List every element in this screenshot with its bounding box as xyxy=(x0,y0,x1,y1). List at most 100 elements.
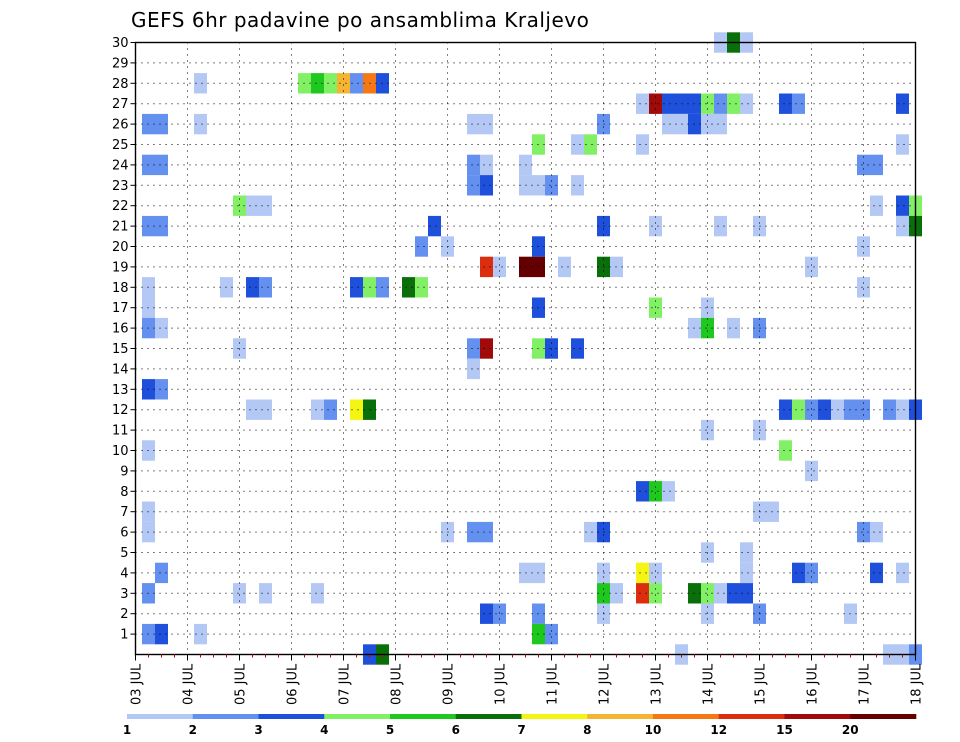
colorbar-swatch xyxy=(127,714,194,719)
x-tick-label: 13 JUL xyxy=(650,663,665,705)
colorbar-label: 6 xyxy=(452,723,460,737)
heatmap-cell xyxy=(636,583,649,604)
heatmap-cell xyxy=(727,317,740,339)
x-axis: 03 JUL 04 JUL 05 JUL 06 JUL 07 JUL 08 JUL 09 J… xyxy=(130,654,925,705)
heatmap-cell xyxy=(792,93,805,114)
heatmap-cell xyxy=(870,154,883,176)
heatmap-cell xyxy=(571,175,584,196)
x-tick-label: 10 JUL xyxy=(494,663,509,705)
x-tick-label: 11 JUL xyxy=(546,663,561,705)
heatmap-cell xyxy=(636,134,649,155)
heatmap-cell xyxy=(805,460,818,482)
heatmap-cell xyxy=(896,399,909,420)
heatmap-cell xyxy=(636,481,649,502)
heatmap-cell xyxy=(714,93,727,114)
heatmap-cell xyxy=(636,93,649,114)
heatmap-cell xyxy=(350,399,363,420)
y-axis: 1234567891011121314151617181920212223242… xyxy=(112,36,136,643)
heatmap-cell xyxy=(584,134,597,155)
y-tick-label: 15 xyxy=(112,342,129,357)
colorbar-label: 1 xyxy=(123,723,131,737)
colorbar-swatch xyxy=(850,714,917,719)
heatmap-cell xyxy=(155,379,168,400)
heatmap-cell xyxy=(870,521,883,543)
heatmap-cell xyxy=(493,256,506,278)
heatmap-cell xyxy=(714,113,727,135)
heatmap-cell xyxy=(649,297,662,318)
y-tick-label: 11 xyxy=(112,424,129,439)
y-tick-label: 8 xyxy=(120,485,128,500)
colorbar-label: 12 xyxy=(710,723,727,737)
colorbar-label: 2 xyxy=(189,723,197,737)
heatmap-cell xyxy=(194,623,207,645)
y-tick-label: 24 xyxy=(112,158,129,173)
heatmap-cell xyxy=(233,583,246,604)
heatmap-cell xyxy=(792,562,805,584)
heatmap-cell xyxy=(350,73,363,94)
colorbar-label: 8 xyxy=(583,723,591,737)
heatmap-cell xyxy=(896,134,909,155)
heatmap-cell xyxy=(896,215,909,237)
y-tick-label: 1 xyxy=(120,628,128,643)
colorbar-swatch xyxy=(521,714,588,719)
x-tick-label: 16 JUL xyxy=(806,663,821,705)
y-tick-label: 5 xyxy=(120,546,128,561)
heatmap-cell xyxy=(636,562,649,584)
y-tick-label: 17 xyxy=(112,301,129,316)
colorbar-label: 3 xyxy=(254,723,262,737)
heatmap-cell xyxy=(480,154,493,176)
heatmap-cell xyxy=(415,277,428,298)
heatmap-cell xyxy=(740,93,753,114)
heatmap-cell xyxy=(662,113,675,135)
heatmap-cell xyxy=(480,256,493,278)
heatmap-cell xyxy=(584,521,597,543)
colorbar-swatch xyxy=(718,714,785,719)
heatmap-cell xyxy=(246,277,259,298)
heatmap-cell xyxy=(818,399,831,420)
y-tick-label: 21 xyxy=(112,220,129,235)
colorbar-swatch xyxy=(192,714,259,719)
y-tick-label: 4 xyxy=(120,566,128,581)
x-tick-label: 06 JUL xyxy=(286,663,301,705)
y-tick-label: 29 xyxy=(112,56,129,71)
heatmap-cell xyxy=(467,521,480,543)
heatmap-cell xyxy=(649,215,662,237)
heatmap-cell xyxy=(740,562,753,584)
heatmap-cell xyxy=(740,542,753,563)
x-tick-label: 09 JUL xyxy=(442,663,457,705)
colorbar-swatch xyxy=(587,714,654,719)
heatmap-cell xyxy=(467,358,480,380)
heatmap-cell xyxy=(233,195,246,216)
heatmap-cell xyxy=(779,399,792,420)
heatmap-cell xyxy=(311,583,324,604)
heatmap-cell xyxy=(701,113,714,135)
heatmap-cell xyxy=(350,277,363,298)
colorbar-label: 7 xyxy=(517,723,525,737)
heatmap-cell xyxy=(324,73,337,94)
y-tick-label: 6 xyxy=(120,526,128,541)
heatmap-cell xyxy=(480,521,493,543)
heatmap-cell xyxy=(870,562,883,584)
y-tick-label: 13 xyxy=(112,383,129,398)
colorbar-label: 10 xyxy=(645,723,662,737)
heatmap-cell xyxy=(259,195,272,216)
x-tick-label: 15 JUL xyxy=(754,663,769,705)
heatmap-cell xyxy=(870,195,883,216)
heatmap-cell xyxy=(740,583,753,604)
heatmap-cell xyxy=(896,195,909,216)
heatmap-cell xyxy=(155,154,168,176)
heatmap-cell xyxy=(857,399,870,420)
x-tick-label: 07 JUL xyxy=(338,663,353,705)
heatmap-cell xyxy=(779,440,792,461)
colorbar-label: 5 xyxy=(386,723,394,737)
heatmap-cell xyxy=(545,175,558,196)
heatmap-cell xyxy=(896,562,909,584)
heatmap-cell xyxy=(259,399,272,420)
y-tick-label: 12 xyxy=(112,403,129,418)
x-tick-label: 03 JUL xyxy=(130,663,145,705)
heatmap-cell xyxy=(701,419,714,441)
heatmap-cell xyxy=(701,297,714,318)
y-tick-label: 3 xyxy=(120,587,128,602)
colorbar-swatch xyxy=(455,714,522,719)
heatmap-cell xyxy=(649,93,662,114)
